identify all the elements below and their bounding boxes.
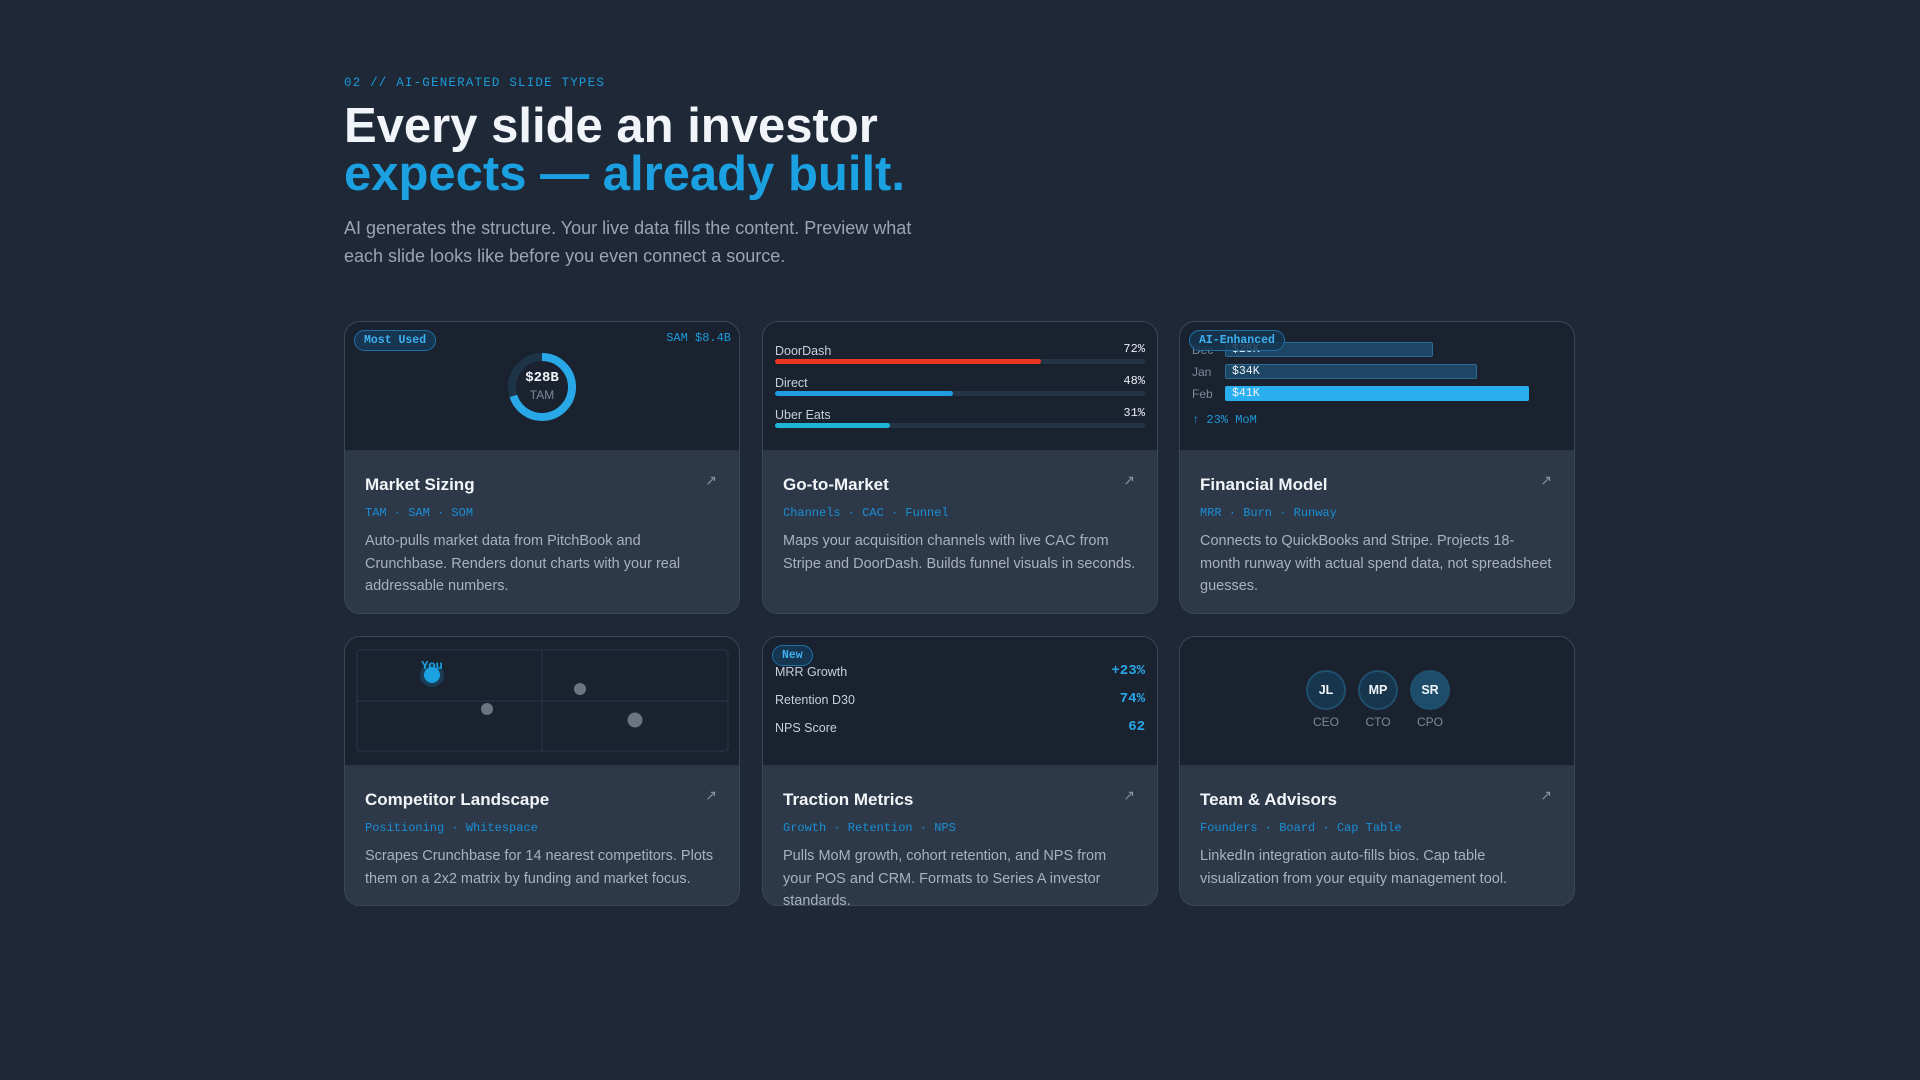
card-title: Go-to-Market: [783, 475, 889, 494]
bar: [775, 391, 953, 396]
eyebrow: 02 // AI-GENERATED SLIDE TYPES: [344, 76, 606, 90]
card[interactable]: New MRR Growth +23% Retention D30 74% NPS Sc…: [762, 636, 1158, 906]
bar: [1225, 386, 1529, 401]
month-row: Jan $34K: [1192, 364, 1552, 380]
card-title: Financial Model: [1200, 475, 1328, 494]
card-tags: Growth · Retention · NPS: [783, 821, 956, 835]
role-label: CEO: [1312, 715, 1339, 729]
arrow-icon: ↗: [1123, 787, 1135, 803]
card[interactable]: AI-Enhanced ↑ 23% MoM Dec$28KJan$34KFeb$…: [1179, 321, 1575, 614]
card[interactable]: JL CEO MP CTO SR CPO ↗ Team & Advisors Founder…: [1179, 636, 1575, 906]
month-label: Feb: [1192, 387, 1213, 401]
bar-track: [775, 423, 1145, 428]
channel-row: Uber Eats 31%: [775, 406, 1145, 428]
card[interactable]: DoorDash 72% Direct 48% Uber Eats 31% ↗ Go-to…: [762, 321, 1158, 614]
headline-accent: expects — already built.: [344, 147, 905, 201]
card-title: Competitor Landscape: [365, 790, 550, 809]
card-tags: MRR · Burn · Runway: [1200, 506, 1337, 520]
metric-value: 74%: [1119, 691, 1145, 707]
metric-value: 62: [1128, 719, 1145, 735]
bar-label: $34K: [1232, 365, 1260, 378]
bar: [775, 359, 1042, 364]
donut-ring: [508, 353, 576, 421]
card-title: Traction Metrics: [783, 790, 914, 809]
card-title: Market Sizing: [365, 475, 475, 494]
card-title: Team & Advisors: [1200, 790, 1337, 809]
card-tags: Founders · Board · Cap Table: [1200, 821, 1402, 835]
badge: Most Used: [354, 330, 437, 351]
preview: Most Used SAM $8.4B $28B TAM: [345, 322, 739, 451]
arrow-icon: ↗: [1123, 472, 1135, 488]
preview: AI-Enhanced ↑ 23% MoM Dec$28KJan$34KFeb$…: [1180, 322, 1574, 451]
bar: [775, 423, 890, 428]
metric-name: Retention D30: [775, 693, 855, 707]
metric-name: NPS Score: [775, 721, 837, 735]
bar-label: $41K: [1232, 387, 1260, 400]
card-tags: TAM · SAM · SOM: [365, 506, 474, 520]
card[interactable]: Most Used SAM $8.4B $28B TAM ↗ Market Si…: [344, 321, 740, 614]
metric-row: Retention D30 74%: [775, 691, 1145, 707]
badge: New: [772, 645, 813, 666]
avatar: MP: [1358, 670, 1398, 710]
metric-value: +23%: [1111, 663, 1145, 679]
arrow-icon: ↗: [705, 787, 717, 803]
badge: AI-Enhanced: [1189, 330, 1285, 351]
donut: $28B TAM: [507, 352, 577, 422]
matrix: You: [356, 649, 729, 752]
arrow-icon: ↗: [1540, 787, 1552, 803]
channel-name: DoorDash: [775, 344, 832, 358]
card-description: Scrapes Crunchbase for 14 nearest compet…: [365, 848, 714, 887]
channel-share: 31%: [1123, 406, 1145, 420]
avatar: SR: [1410, 670, 1450, 710]
card-tags: Positioning · Whitespace: [365, 821, 538, 835]
arrow-icon: ↗: [705, 472, 717, 488]
preview: New MRR Growth +23% Retention D30 74% NPS Sc…: [763, 637, 1157, 766]
channel-share: 72%: [1123, 342, 1145, 356]
role-label: CPO: [1416, 715, 1443, 729]
hero: 02 // AI-GENERATED SLIDE TYPES Every sli…: [344, 76, 1044, 270]
metric-row: MRR Growth +23%: [775, 663, 1145, 679]
headline-line: Every slide an investor: [344, 99, 878, 153]
channel-row: DoorDash 72%: [775, 342, 1145, 364]
tam-label: TAM: [529, 388, 555, 402]
bar-track: [775, 359, 1145, 364]
card[interactable]: You ↗ Competitor Landscape Positioning · …: [344, 636, 740, 906]
metric-row: NPS Score 62: [775, 719, 1145, 735]
preview: JL CEO MP CTO SR CPO: [1180, 637, 1574, 766]
growth-label: ↑ 23% MoM: [1192, 413, 1257, 427]
card-tags: Channels · CAC · Funnel: [783, 506, 949, 520]
channel-name: Direct: [775, 376, 808, 390]
card-description: Pulls MoM growth, cohort retention, and …: [783, 848, 1107, 906]
channel-share: 48%: [1123, 374, 1145, 388]
channel-row: Direct 48%: [775, 374, 1145, 396]
you-label: You: [421, 659, 443, 673]
arrow-icon: ↗: [1540, 472, 1552, 488]
bar-track: [775, 391, 1145, 396]
metric-name: MRR Growth: [775, 665, 848, 679]
sam-label: SAM $8.4B: [666, 331, 731, 345]
headline: Every slide an investor expects — already…: [344, 99, 1044, 201]
preview: DoorDash 72% Direct 48% Uber Eats 31%: [763, 322, 1157, 451]
bar: [1225, 364, 1478, 379]
tam-value: $28B: [525, 370, 559, 386]
role-label: CTO: [1365, 715, 1391, 729]
month-row: Feb $41K: [1192, 386, 1552, 402]
month-label: Jan: [1192, 365, 1212, 379]
card-description: Maps your acquisition channels with live…: [783, 533, 1136, 572]
card-description: LinkedIn integration auto-fills bios. Ca…: [1200, 848, 1508, 887]
channel-name: Uber Eats: [775, 408, 831, 422]
subtitle: AI generates the structure. Your live da…: [344, 218, 912, 266]
avatar: JL: [1306, 670, 1346, 710]
card-description: Auto-pulls market data from PitchBook an…: [365, 533, 681, 595]
card-description: Connects to QuickBooks and Stripe. Proje…: [1200, 533, 1552, 595]
preview: You: [345, 637, 739, 766]
